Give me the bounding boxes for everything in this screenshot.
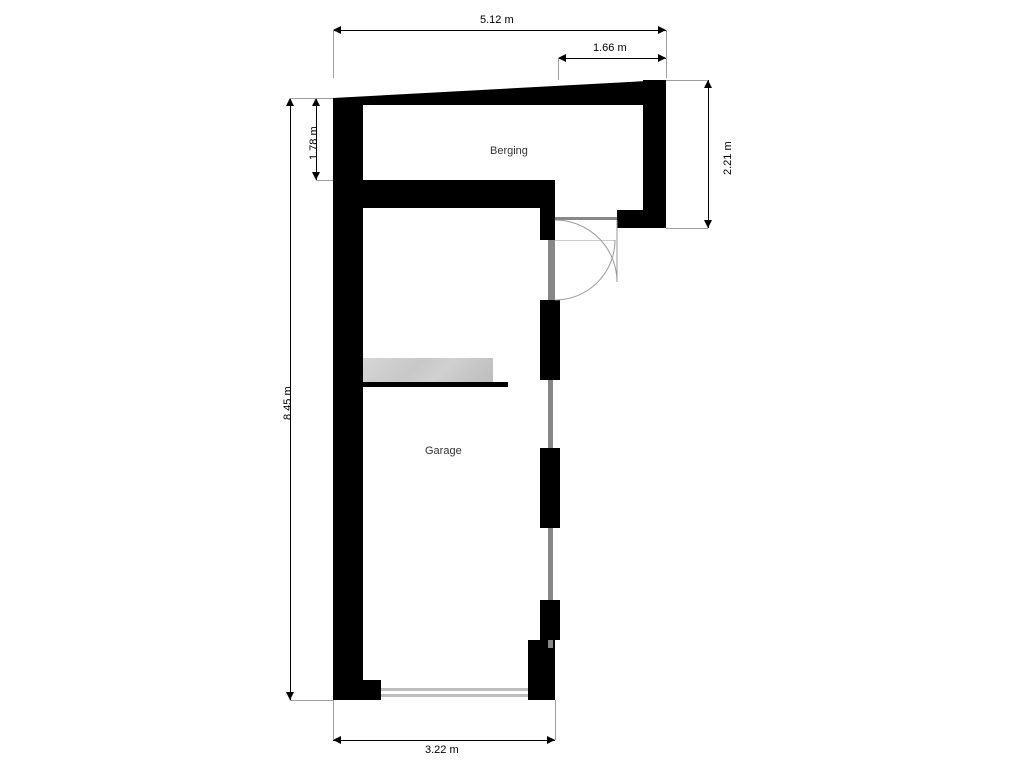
dim-top-right-arrow-l xyxy=(558,54,566,62)
dim-top-total-ext-l xyxy=(333,30,334,78)
dim-bottom-label: 3.22 m xyxy=(425,744,459,756)
garage-door-rail-inner xyxy=(381,694,528,697)
dim-left-upper-arrow-d xyxy=(312,172,320,180)
wall-top xyxy=(0,0,1024,768)
dim-right-arrow-d xyxy=(704,220,712,228)
dim-right-arrow-u xyxy=(704,80,712,88)
dim-right-label: 2.21 m xyxy=(722,141,734,175)
garage-counter-edge xyxy=(363,382,508,387)
dim-right-ext-t xyxy=(666,80,708,81)
garage-side-door-arc xyxy=(555,240,620,305)
dim-top-total-arrow-r xyxy=(658,26,666,34)
label-berging: Berging xyxy=(490,145,528,157)
garage-right-pillar-1 xyxy=(540,300,560,380)
dim-top-total-ext-r xyxy=(666,30,667,78)
pillar-bottom-right xyxy=(528,640,555,700)
dim-top-total-line xyxy=(333,30,666,31)
dim-left-lower-ext-t xyxy=(290,98,333,99)
dim-left-lower-label: 8.45 m xyxy=(282,386,294,420)
dim-bottom-ext-r xyxy=(555,700,556,740)
garage-right-pillar-3 xyxy=(540,600,560,640)
dim-left-upper-arrow-u xyxy=(312,98,320,106)
wall-left-main xyxy=(333,98,363,700)
wall-berging-right xyxy=(643,80,666,228)
dim-right-line xyxy=(708,80,709,228)
garage-counter xyxy=(363,358,493,382)
dim-right-ext-b xyxy=(666,228,708,229)
dim-top-right-arrow-r xyxy=(658,54,666,62)
wall-berging-step-pillar xyxy=(540,180,555,230)
dim-top-right-label: 1.66 m xyxy=(593,42,627,54)
dim-top-right-line xyxy=(558,58,666,59)
dim-left-lower-arrow-u xyxy=(286,98,294,106)
wall-berging-bottom-left xyxy=(333,180,555,208)
dim-bottom-line xyxy=(333,740,555,741)
dim-top-right-ext-l xyxy=(558,58,559,80)
dim-bottom-ext-l xyxy=(333,700,334,740)
dim-left-upper-ext-b xyxy=(316,180,333,181)
garage-right-pillar-0 xyxy=(540,228,555,240)
pillar-bottom-left xyxy=(333,680,381,700)
dim-top-total-arrow-l xyxy=(333,26,341,34)
garage-door-rail-outer xyxy=(381,688,528,691)
dim-top-total-label: 5.12 m xyxy=(480,14,514,26)
label-garage: Garage xyxy=(425,445,462,457)
floorplan-canvas: Berging Garage 5.12 m 1.66 m 1.78 m 8.45… xyxy=(0,0,1024,768)
dim-bottom-arrow-r xyxy=(547,736,555,744)
dim-left-upper-label: 1.78 m xyxy=(308,126,320,160)
dim-left-lower-arrow-d xyxy=(286,692,294,700)
garage-right-pillar-2 xyxy=(540,448,560,528)
dim-left-lower-ext-b xyxy=(290,700,333,701)
dim-bottom-arrow-l xyxy=(333,736,341,744)
